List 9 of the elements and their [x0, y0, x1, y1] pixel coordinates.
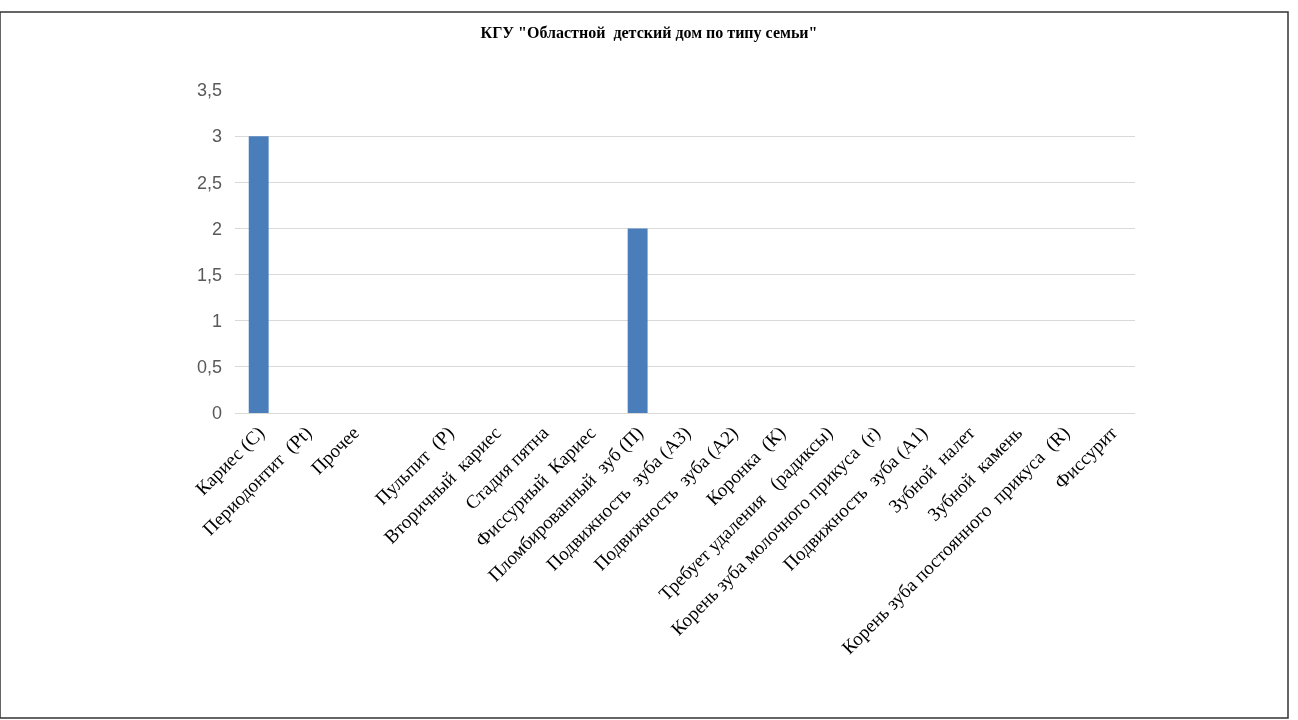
y-tick-label: 0	[211, 403, 222, 424]
y-tick-label: 2	[211, 218, 222, 239]
chart-title: КГУ "Областной детский дом по типу семьи"	[480, 24, 818, 42]
y-tick-label: 1,5	[196, 264, 222, 285]
y-tick-label: 3	[211, 126, 222, 147]
y-tick-label: 2,5	[196, 172, 222, 193]
y-tick-label: 3,5	[196, 80, 222, 101]
y-tick-label: 0,5	[196, 357, 222, 378]
y-tick-label: 1	[211, 311, 222, 332]
